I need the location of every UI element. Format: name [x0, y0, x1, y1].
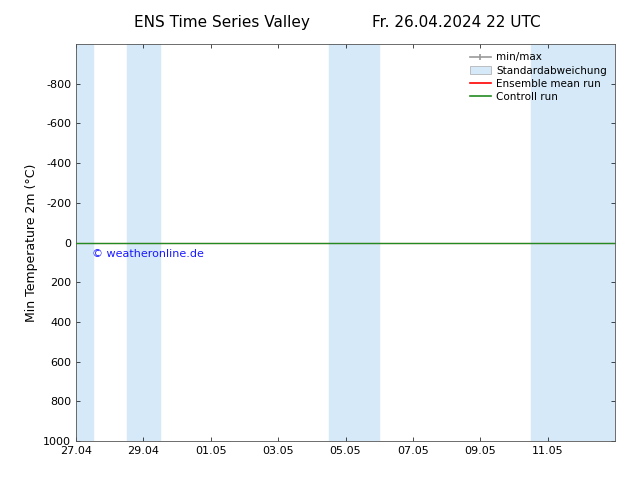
- Text: ENS Time Series Valley: ENS Time Series Valley: [134, 15, 310, 30]
- Text: Fr. 26.04.2024 22 UTC: Fr. 26.04.2024 22 UTC: [372, 15, 541, 30]
- Legend: min/max, Standardabweichung, Ensemble mean run, Controll run: min/max, Standardabweichung, Ensemble me…: [467, 49, 610, 105]
- Bar: [531, 44, 615, 441]
- Text: © weatheronline.de: © weatheronline.de: [93, 248, 204, 259]
- Bar: [127, 44, 160, 441]
- Bar: [76, 44, 93, 441]
- Y-axis label: Min Temperature 2m (°C): Min Temperature 2m (°C): [25, 163, 37, 322]
- Bar: [328, 44, 379, 441]
